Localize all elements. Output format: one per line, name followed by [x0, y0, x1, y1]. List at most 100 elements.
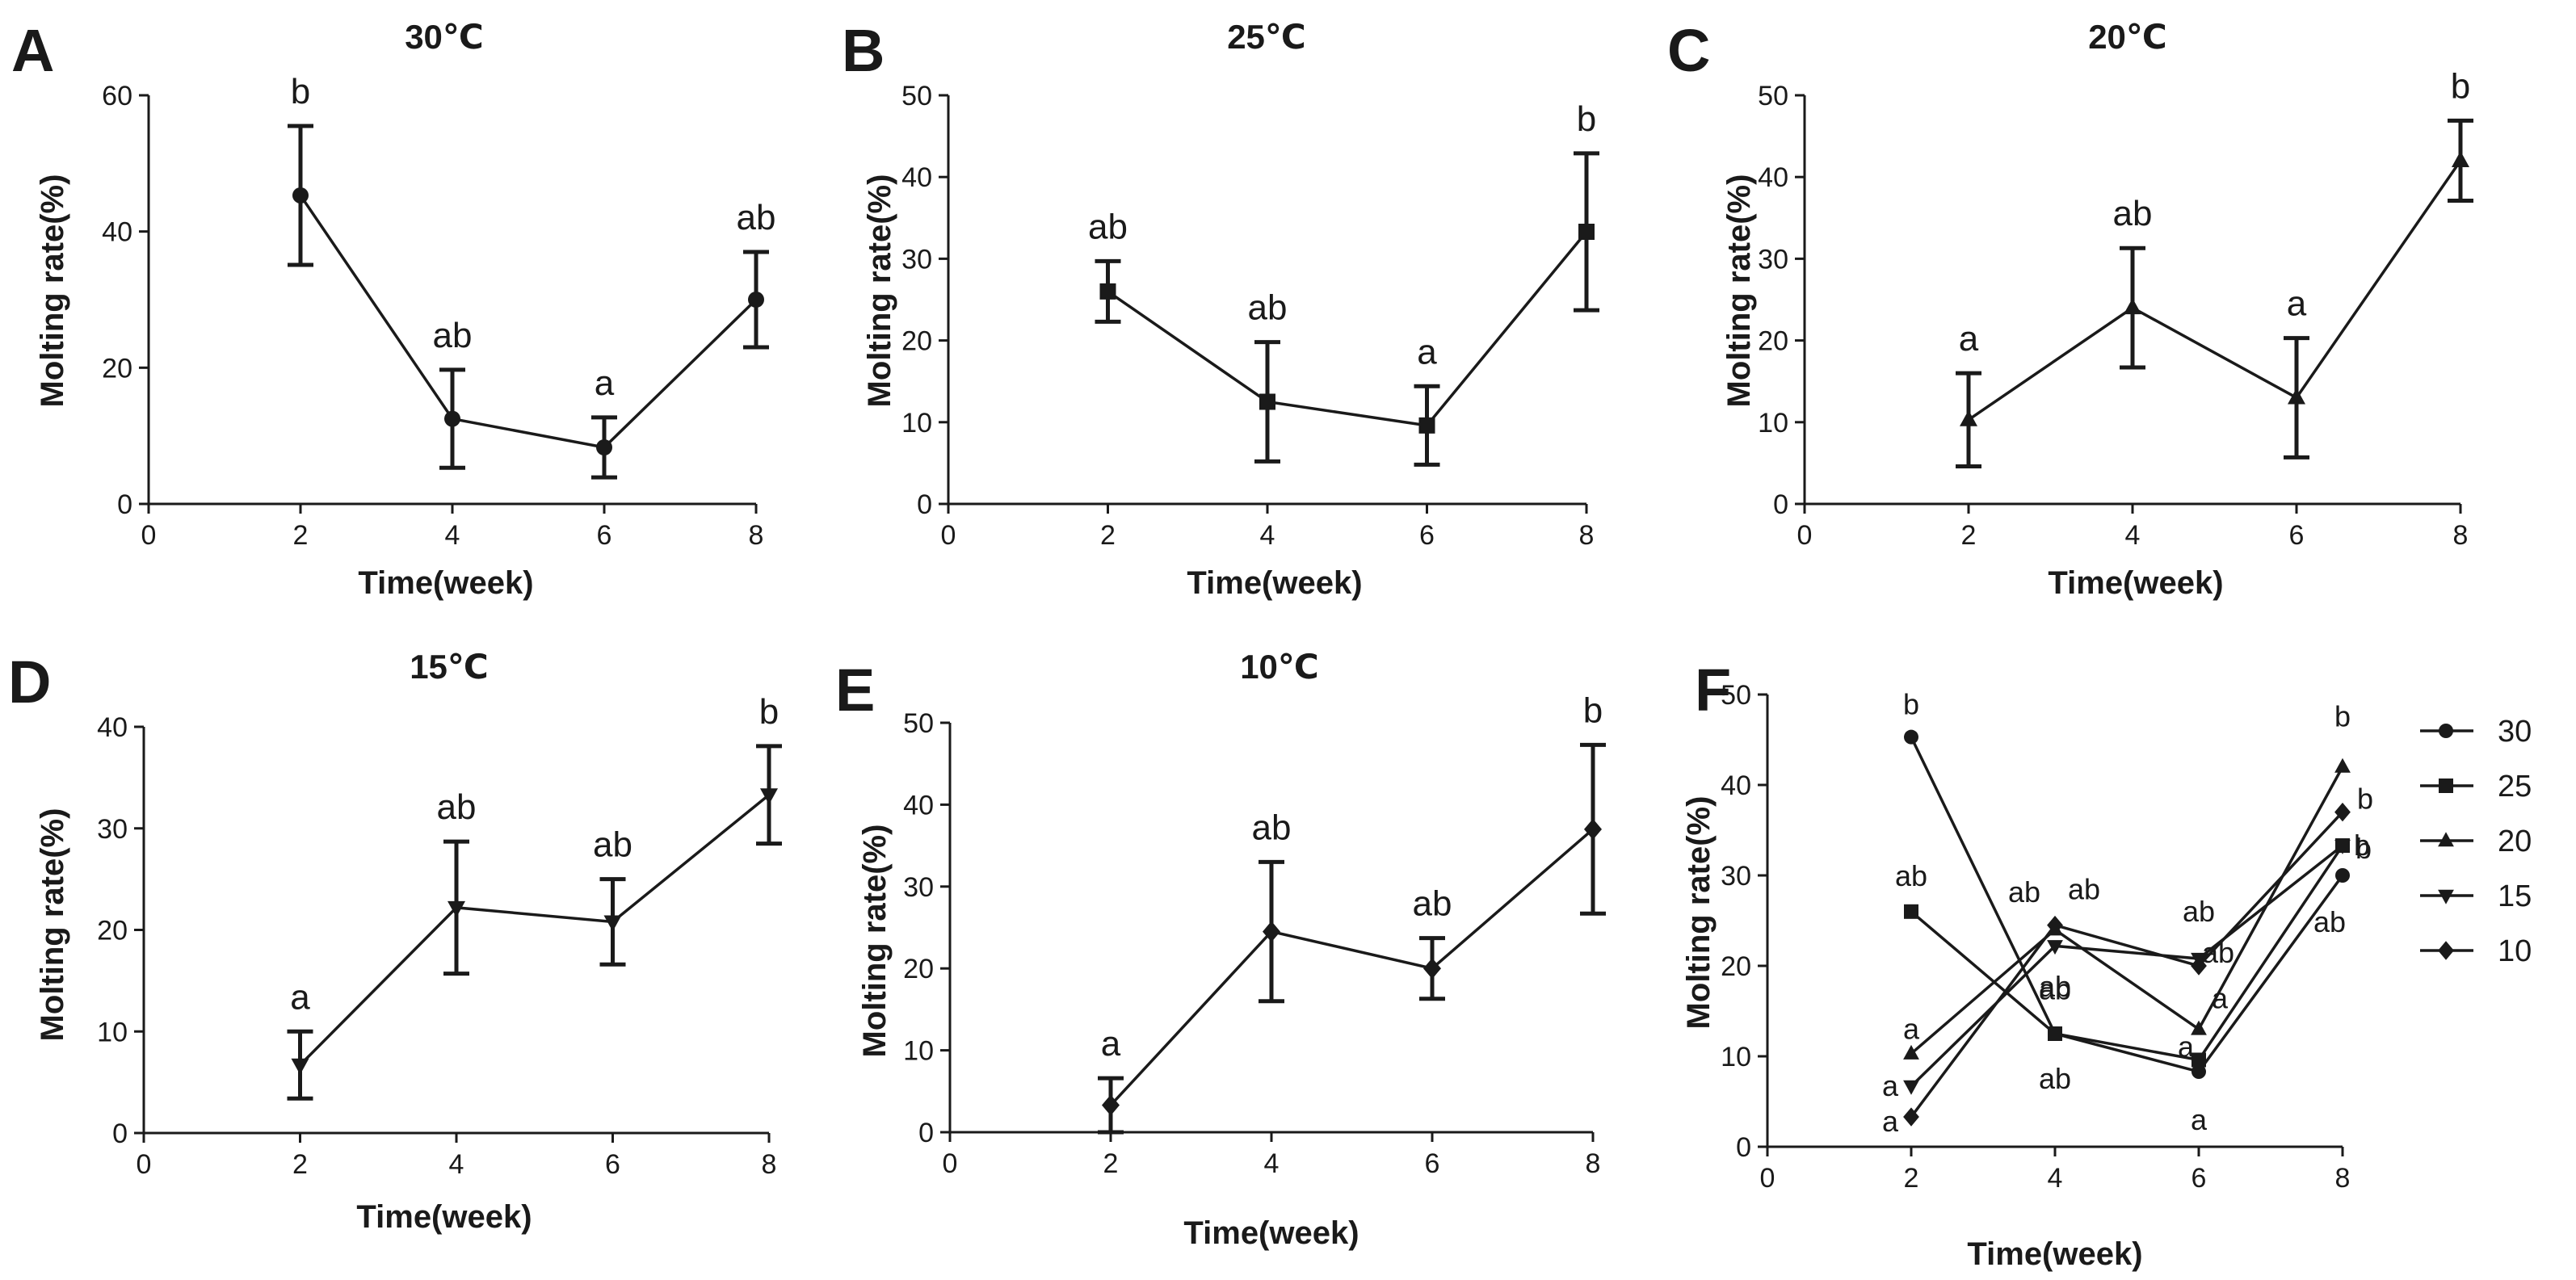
- x-tick-label: 4: [1260, 520, 1275, 551]
- legend-label: 15: [2498, 879, 2532, 913]
- plot-area: 0 10 20 30 40 50 0 2 4 6 8 a ab ab b: [903, 690, 1606, 1179]
- y-tick-label: 40: [903, 790, 934, 820]
- x-tick-label: 2: [1904, 1163, 1919, 1194]
- x-tick-label: 0: [943, 1148, 958, 1179]
- y-tick-label: 30: [1758, 244, 1788, 275]
- marker-triangle: [2288, 388, 2305, 405]
- marker-circle: [292, 187, 309, 204]
- y-tick-label: 10: [1721, 1042, 1751, 1072]
- marker-circle: [2335, 868, 2350, 883]
- series-line: [1910, 766, 2344, 1055]
- y-tick-label: 20: [1721, 951, 1751, 982]
- series-line: [299, 793, 771, 1066]
- series-line: [1910, 845, 2344, 1062]
- x-tick-label: 8: [762, 1149, 777, 1180]
- y-axis-label: Molting rate(%): [1721, 174, 1757, 408]
- x-tick-label: 6: [2191, 1163, 2207, 1194]
- significance-label: ab: [2039, 972, 2071, 1005]
- significance-label: b: [2355, 832, 2372, 865]
- x-axis-label: Time(week): [1183, 1215, 1359, 1251]
- significance-label: ab: [2183, 895, 2215, 928]
- significance-label: ab: [2039, 970, 2071, 1003]
- chart-title: 30℃: [405, 18, 484, 56]
- y-tick-label: 40: [1721, 770, 1751, 801]
- y-axis-label: Molting rate(%): [35, 808, 70, 1042]
- significance-label: a: [1101, 1024, 1121, 1064]
- plot-area: 0 20 40 60 0 2 4 6 8 b ab a ab: [102, 72, 775, 551]
- marker-square: [2191, 1052, 2206, 1068]
- x-axis-label: Time(week): [1187, 565, 1362, 601]
- y-tick-label: 30: [97, 814, 128, 845]
- x-tick-label: 4: [1264, 1148, 1280, 1179]
- y-tick-label: 0: [917, 489, 932, 520]
- y-tick-label: 30: [1721, 861, 1751, 892]
- x-tick-label: 4: [449, 1149, 464, 1180]
- series-line: [1109, 828, 1595, 1106]
- y-tick-label: 40: [901, 162, 932, 193]
- marker-triangle-down: [291, 1058, 309, 1075]
- marker-circle: [1904, 729, 1918, 745]
- y-axis-label: Molting rate(%): [35, 174, 70, 408]
- significance-label: a: [595, 363, 615, 403]
- x-tick-label: 0: [1760, 1163, 1775, 1194]
- series-line: [1910, 736, 2344, 1074]
- x-axis-label: Time(week): [1967, 1236, 2142, 1272]
- x-tick-label: 0: [941, 520, 956, 551]
- marker-circle: [596, 439, 612, 456]
- x-tick-label: 6: [2289, 520, 2305, 551]
- marker-diamond: [1263, 921, 1280, 942]
- series-line: [1968, 159, 2462, 422]
- series-line: [1107, 230, 1588, 427]
- panel-letter: A: [11, 17, 54, 84]
- y-tick-label: 30: [903, 872, 934, 903]
- significance-label: ab: [2113, 194, 2153, 233]
- marker-triangle-down: [603, 915, 622, 932]
- marker-triangle-down: [2438, 889, 2454, 904]
- x-tick-label: 8: [2335, 1163, 2351, 1194]
- y-tick-label: 0: [1736, 1132, 1751, 1163]
- y-tick-label: 60: [102, 81, 132, 111]
- marker-diamond: [1584, 818, 1602, 840]
- chart-title: 20℃: [2088, 18, 2167, 56]
- y-axis-label: Molting rate(%): [862, 174, 897, 408]
- x-axis-label: Time(week): [2048, 565, 2223, 601]
- x-tick-label: 8: [1586, 1148, 1601, 1179]
- legend-label: 10: [2498, 934, 2532, 968]
- significance-label: ab: [2068, 873, 2100, 906]
- panel-letter: E: [835, 657, 875, 724]
- significance-label: b: [291, 72, 310, 111]
- significance-label: a: [2191, 1103, 2208, 1136]
- x-tick-label: 2: [1103, 1148, 1119, 1179]
- y-tick-label: 20: [97, 916, 128, 946]
- x-axis-label: Time(week): [358, 565, 533, 601]
- y-tick-label: 10: [1758, 408, 1788, 439]
- significance-label: b: [1577, 99, 1596, 139]
- y-tick-label: 0: [1773, 489, 1788, 520]
- marker-diamond: [2334, 802, 2351, 822]
- x-tick-label: 2: [293, 520, 309, 551]
- panel-letter: D: [8, 648, 51, 716]
- marker-square: [1418, 417, 1435, 434]
- y-tick-label: 40: [1758, 162, 1788, 193]
- marker-circle: [748, 292, 764, 308]
- y-tick-label: 20: [903, 954, 934, 984]
- y-tick-label: 50: [901, 81, 932, 111]
- significance-label: ab: [433, 316, 473, 355]
- significance-label: ab: [1252, 808, 1292, 847]
- y-tick-label: 50: [903, 708, 934, 739]
- x-tick-label: 8: [1579, 520, 1595, 551]
- significance-label: ab: [1248, 288, 1288, 328]
- x-tick-label: 4: [2125, 520, 2141, 551]
- x-tick-label: 0: [137, 1149, 152, 1180]
- marker-triangle-down: [2047, 940, 2063, 955]
- marker-triangle-down: [760, 788, 778, 805]
- y-tick-label: 0: [918, 1118, 934, 1148]
- legend-label: 30: [2498, 715, 2532, 749]
- x-tick-label: 6: [597, 520, 612, 551]
- significance-label: ab: [437, 787, 477, 827]
- marker-triangle: [2452, 150, 2469, 167]
- panel-a: A 30℃ Molting rate(%) Time(week) 0204060…: [11, 17, 775, 601]
- marker-circle: [2439, 724, 2453, 738]
